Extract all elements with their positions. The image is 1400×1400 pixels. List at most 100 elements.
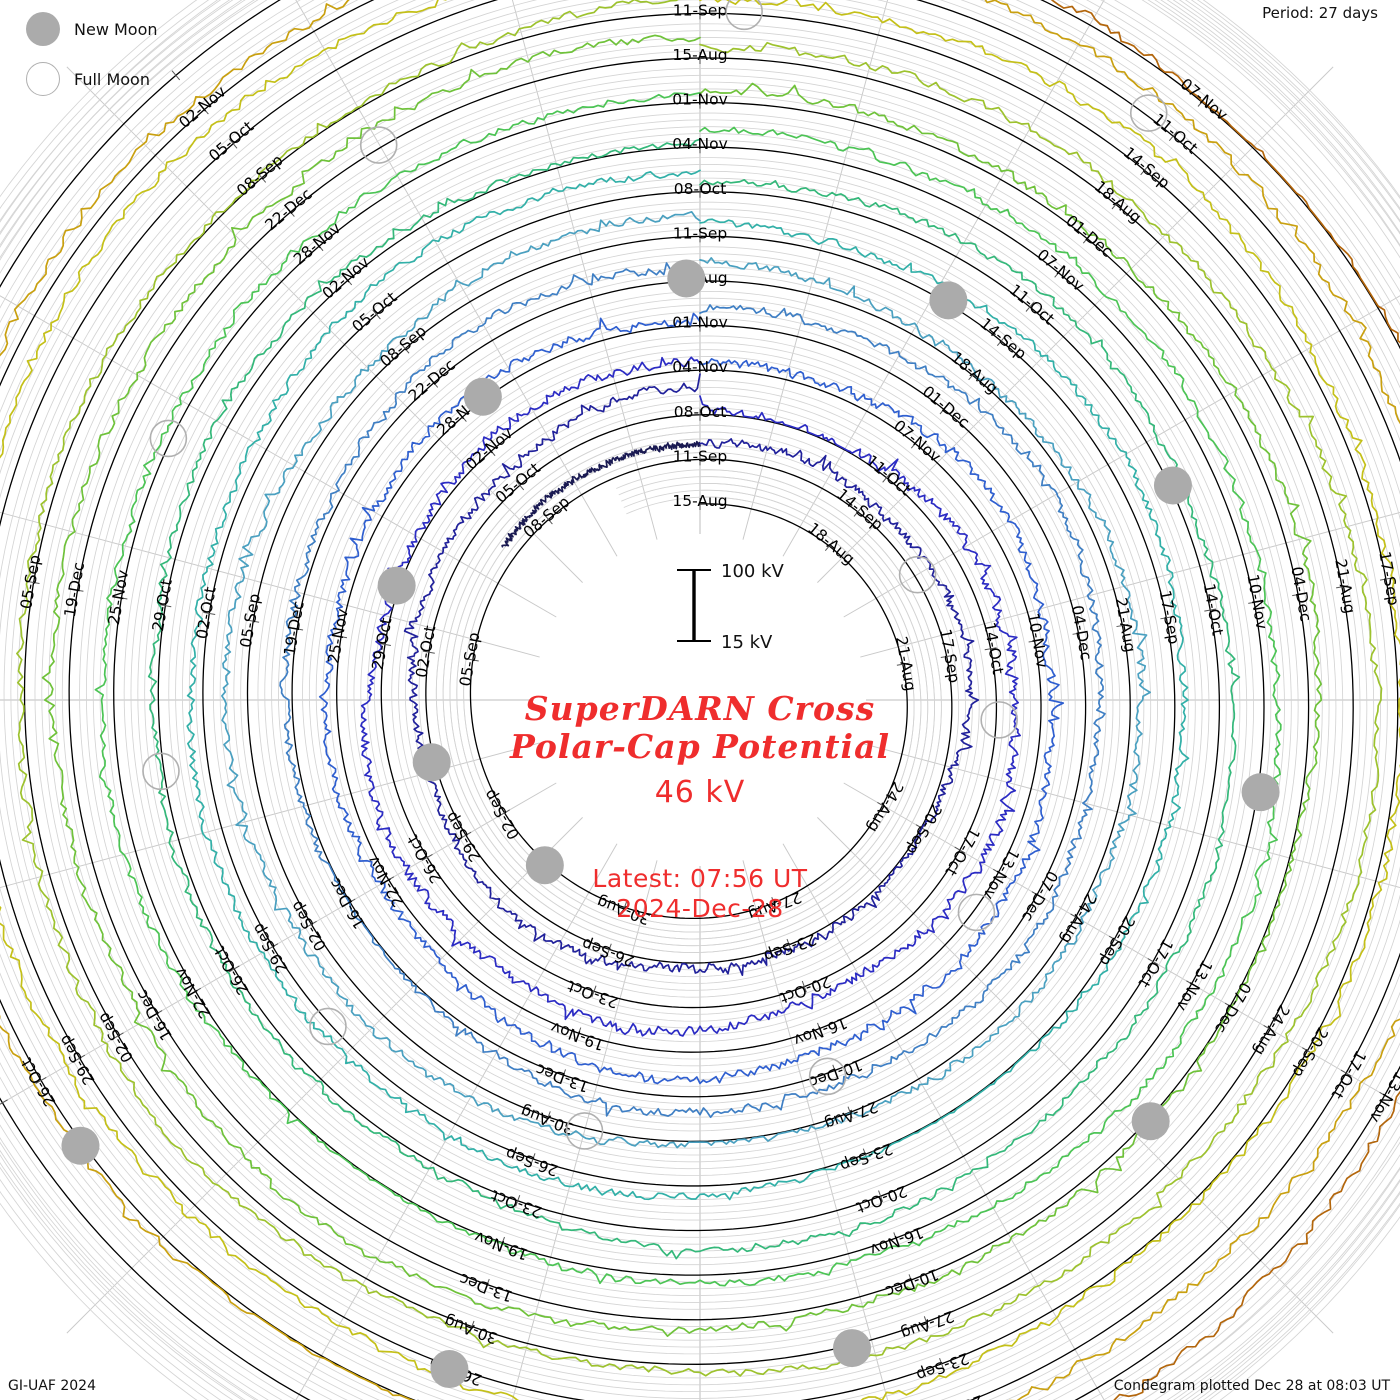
date-label: 29-Oct — [149, 578, 176, 633]
date-label: 23-Sep — [838, 1139, 895, 1175]
date-label: 02-Sep — [287, 898, 330, 954]
date-label: 24-Aug — [864, 779, 907, 836]
date-label: 08-Oct — [674, 403, 727, 421]
date-label: 11-Sep — [673, 447, 728, 465]
date-label: 17-Sep — [1156, 589, 1183, 646]
new-moon-marker — [525, 846, 564, 885]
date-label: 27-Aug — [898, 1307, 956, 1343]
date-label: 04-Dec — [1068, 604, 1095, 662]
date-label: 17-Sep — [936, 628, 963, 685]
date-label: 11-Sep — [673, 1, 728, 19]
date-label: 27-Aug — [746, 888, 804, 924]
period-label: Period: 27 days — [1262, 4, 1378, 22]
date-label: 18-Aug — [804, 519, 858, 568]
new-moon-icon — [26, 12, 60, 46]
date-label: 17-Oct — [1328, 1047, 1370, 1102]
date-label: 21-Aug — [892, 635, 919, 693]
date-label: 05-Sep — [237, 592, 264, 649]
full-moon-marker — [898, 555, 937, 594]
date-label: 26-Sep — [503, 1144, 560, 1180]
date-label: 11-Sep — [673, 224, 728, 242]
legend-new-moon: New Moon — [26, 12, 158, 46]
date-label: 20-Oct — [778, 972, 834, 1007]
full-moon-marker — [359, 126, 398, 164]
new-moon-marker — [1241, 773, 1280, 812]
date-label: 29-Sep — [249, 920, 292, 976]
date-label: 19-Dec — [281, 600, 308, 658]
scale-bottom-label: 15 kV — [721, 632, 773, 653]
date-label: 19-Nov — [472, 1228, 530, 1264]
full-moon-marker — [142, 752, 180, 791]
full-moon-marker — [957, 893, 996, 932]
date-label: 13-Dec — [457, 1270, 515, 1306]
date-label: 08-Oct — [674, 180, 727, 198]
new-moon-marker — [463, 377, 502, 416]
full-moon-marker — [565, 1112, 604, 1150]
date-label: 30-Aug — [594, 892, 652, 928]
date-label: 29-Sep — [442, 809, 485, 865]
date-label: 02-Sep — [94, 1009, 137, 1065]
new-moon-marker — [412, 743, 451, 782]
date-label: 23-Oct — [489, 1186, 545, 1221]
date-label: 29-Sep — [56, 1032, 99, 1088]
date-label: 01-Nov — [672, 314, 728, 332]
date-label: 14-Oct — [980, 621, 1007, 676]
date-label: 30-Aug — [442, 1311, 500, 1347]
date-label: 29-Oct — [369, 616, 396, 671]
new-moon-marker — [667, 259, 706, 298]
legend-new-moon-label: New Moon — [74, 19, 158, 39]
date-label: 25-Nov — [324, 607, 351, 665]
full-moon-marker — [149, 419, 188, 458]
legend-full-moon-label: Full Moon — [74, 69, 150, 89]
new-moon-marker — [61, 1126, 100, 1165]
scale-top-label: 100 kV — [721, 561, 785, 582]
date-label: 15-Aug — [672, 46, 727, 64]
new-moon-marker — [377, 566, 416, 605]
date-label: 17-Oct — [1135, 936, 1177, 991]
date-label: 01-Nov — [672, 91, 728, 109]
date-label: 20-Oct — [854, 1182, 910, 1217]
date-label: 14-Oct — [1200, 582, 1227, 637]
full-moon-marker — [309, 1007, 347, 1046]
date-label: 28-Nov — [290, 219, 344, 269]
new-moon-marker — [430, 1350, 469, 1389]
new-moon-marker — [833, 1329, 872, 1368]
legend-full-moon: Full Moon — [26, 62, 150, 96]
date-label: 05-Sep — [456, 631, 483, 688]
date-label: 10-Nov — [1243, 573, 1270, 631]
full-moon-marker — [808, 1057, 847, 1096]
date-label: 02-Oct — [193, 586, 220, 641]
date-label: 04-Nov — [672, 358, 728, 376]
date-label: 16-Dec — [326, 875, 369, 932]
credit-label: GI-UAF 2024 — [8, 1378, 96, 1394]
new-moon-marker — [1153, 466, 1192, 505]
full-moon-marker — [725, 0, 763, 31]
date-label: 30-Aug — [518, 1102, 576, 1138]
date-label: 19-Nov — [549, 1018, 607, 1054]
plotted-timestamp: Condegram plotted Dec 28 at 08:03 UT — [1113, 1378, 1390, 1394]
date-label: 15-Aug — [672, 492, 727, 510]
date-label: 02-Oct — [413, 624, 440, 679]
date-label: 23-Oct — [565, 977, 621, 1012]
date-label: 08-Sep — [377, 322, 430, 371]
date-label: 26-Oct — [17, 1055, 59, 1110]
date-label: 23-Sep — [761, 930, 818, 966]
date-label: 16-Nov — [868, 1223, 926, 1259]
date-label: 04-Nov — [672, 135, 728, 153]
date-label: 26-Oct — [211, 943, 253, 998]
date-label: 10-Dec — [883, 1265, 941, 1301]
date-label: 08-Sep — [233, 151, 286, 200]
date-label: 21-Aug — [1112, 596, 1139, 654]
date-label: 20-Oct — [930, 1391, 986, 1400]
new-moon-marker — [929, 281, 968, 320]
date-label: 27-Aug — [822, 1097, 880, 1133]
date-label: 05-Sep — [17, 554, 44, 611]
date-label: 25-Nov — [105, 569, 132, 627]
date-label: 23-Sep — [914, 1349, 971, 1385]
date-label: 04-Dec — [1287, 565, 1314, 623]
date-label: 02-Nov — [462, 424, 516, 474]
date-label: 19-Dec — [61, 561, 88, 619]
date-label: 02-Sep — [480, 786, 523, 842]
full-moon-icon — [26, 62, 60, 96]
new-moon-marker — [1131, 1102, 1170, 1141]
